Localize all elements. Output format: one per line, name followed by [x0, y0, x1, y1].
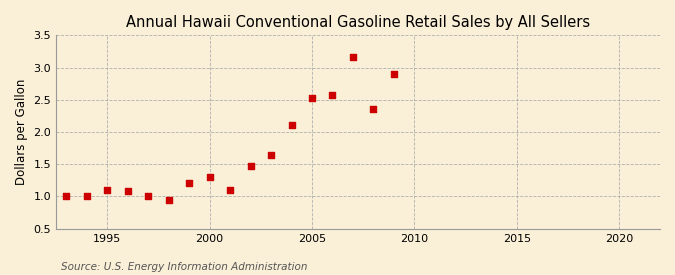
Point: [245, 164, 256, 168]
Point: [306, 96, 317, 100]
Point: [143, 194, 154, 199]
Point: [266, 152, 277, 157]
Point: [225, 188, 236, 192]
Point: [286, 123, 297, 127]
Point: [327, 92, 338, 97]
Text: Source: U.S. Energy Information Administration: Source: U.S. Energy Information Administ…: [61, 262, 307, 272]
Point: [61, 194, 72, 199]
Point: [82, 194, 92, 199]
Point: [348, 54, 358, 59]
Point: [389, 72, 400, 76]
Point: [205, 175, 215, 179]
Point: [368, 107, 379, 111]
Title: Annual Hawaii Conventional Gasoline Retail Sales by All Sellers: Annual Hawaii Conventional Gasoline Reta…: [126, 15, 590, 30]
Point: [122, 189, 133, 194]
Point: [163, 198, 174, 202]
Point: [102, 188, 113, 192]
Point: [184, 181, 194, 185]
Y-axis label: Dollars per Gallon: Dollars per Gallon: [15, 79, 28, 185]
